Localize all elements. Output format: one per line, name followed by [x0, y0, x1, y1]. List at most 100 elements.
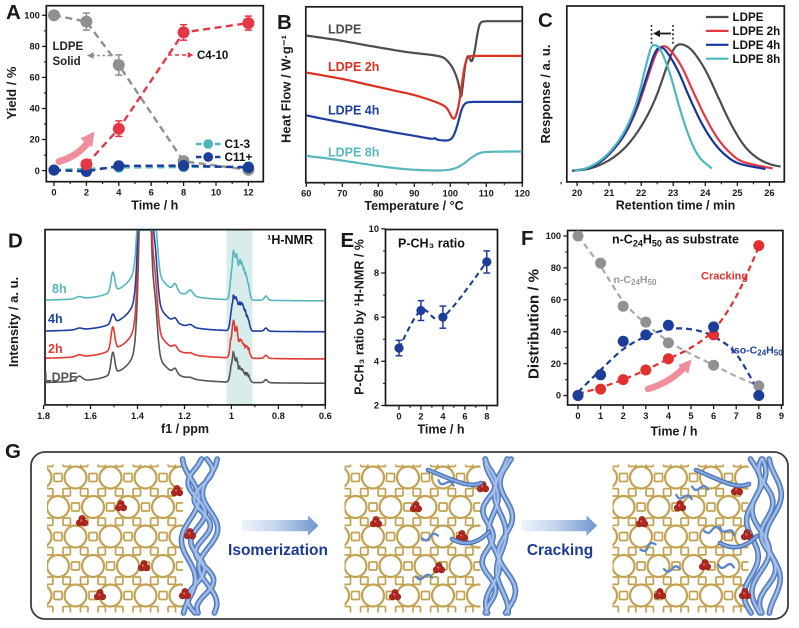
svg-text:G: G — [5, 440, 21, 463]
svg-text:120: 120 — [515, 189, 531, 199]
svg-text:B: B — [277, 11, 292, 34]
svg-text:Distribution / %: Distribution / % — [526, 269, 543, 379]
svg-text:0.8: 0.8 — [272, 411, 285, 421]
svg-text:Yield / %: Yield / % — [4, 66, 19, 119]
svg-text:6: 6 — [462, 412, 467, 422]
svg-text:Cracking: Cracking — [701, 271, 748, 283]
svg-text:4: 4 — [374, 357, 380, 367]
svg-text:Time / h: Time / h — [417, 423, 464, 437]
svg-text:A: A — [6, 1, 21, 24]
svg-text:0: 0 — [51, 188, 56, 198]
svg-text:LDPE 8h: LDPE 8h — [328, 146, 379, 160]
svg-text:D: D — [8, 230, 23, 253]
svg-text:12: 12 — [243, 188, 253, 198]
svg-text:n-C24H50: n-C24H50 — [614, 274, 657, 287]
svg-text:24: 24 — [700, 188, 711, 198]
svg-text:Time / h: Time / h — [131, 199, 178, 213]
svg-text:1: 1 — [229, 411, 234, 421]
svg-text:100: 100 — [546, 231, 562, 241]
svg-text:90: 90 — [409, 189, 419, 199]
svg-text:3: 3 — [643, 411, 648, 421]
svg-text:0: 0 — [556, 391, 561, 401]
svg-text:6: 6 — [149, 188, 154, 198]
svg-text:F: F — [521, 227, 534, 250]
svg-text:10: 10 — [369, 224, 379, 234]
svg-text:20: 20 — [551, 359, 561, 369]
svg-text:Time / h: Time / h — [650, 425, 697, 439]
svg-text:0.6: 0.6 — [319, 411, 332, 421]
svg-text:8: 8 — [484, 412, 489, 422]
svg-text:10: 10 — [211, 188, 221, 198]
svg-text:Heat Flow / W·g⁻¹: Heat Flow / W·g⁻¹ — [279, 35, 294, 143]
svg-text:80: 80 — [373, 189, 383, 199]
svg-text:Retention time / min: Retention time / min — [616, 199, 735, 213]
svg-text:P-CH₃ ratio by ¹H-NMR / %: P-CH₃ ratio by ¹H-NMR / % — [353, 239, 367, 395]
svg-text:26: 26 — [764, 188, 774, 198]
svg-text:Temperature / °C: Temperature / °C — [364, 199, 463, 213]
svg-text:1.2: 1.2 — [178, 411, 191, 421]
svg-text:6: 6 — [711, 411, 716, 421]
svg-text:Response / a. u.: Response / a. u. — [538, 45, 553, 144]
svg-text:5: 5 — [688, 411, 693, 421]
svg-text:Cracking: Cracking — [527, 542, 593, 559]
svg-text:8: 8 — [374, 268, 379, 278]
svg-text:2: 2 — [84, 188, 89, 198]
svg-text:Iso-C24H50: Iso-C24H50 — [731, 345, 783, 358]
svg-text:4: 4 — [666, 411, 672, 421]
svg-text:1.6: 1.6 — [84, 411, 97, 421]
svg-text:4h: 4h — [48, 312, 63, 326]
svg-text:n-C24H50 as substrate: n-C24H50 as substrate — [612, 233, 739, 249]
svg-text:1.4: 1.4 — [131, 411, 145, 421]
svg-text:LDPE 2h: LDPE 2h — [328, 60, 379, 74]
svg-text:C1-3: C1-3 — [225, 137, 251, 151]
svg-text:8h: 8h — [52, 282, 67, 296]
svg-text:1.8: 1.8 — [37, 411, 50, 421]
svg-text:25: 25 — [732, 188, 742, 198]
svg-text:40: 40 — [551, 327, 561, 337]
svg-text:LDPE 2h: LDPE 2h — [733, 25, 781, 38]
svg-text:C4-10: C4-10 — [197, 50, 228, 62]
svg-text:C: C — [538, 9, 553, 32]
svg-text:LDPE 8h: LDPE 8h — [733, 53, 781, 66]
svg-text:LDPE 4h: LDPE 4h — [328, 104, 379, 118]
svg-text:22: 22 — [636, 188, 646, 198]
svg-text:2: 2 — [418, 412, 423, 422]
svg-text:Isomerization: Isomerization — [228, 542, 328, 559]
svg-text:2h: 2h — [48, 342, 63, 356]
svg-text:21: 21 — [604, 188, 614, 198]
svg-text:P-CH₃ ratio: P-CH₃ ratio — [398, 237, 465, 251]
svg-text:60: 60 — [29, 73, 39, 83]
svg-text:4: 4 — [440, 412, 446, 422]
svg-text:LDPE: LDPE — [53, 41, 84, 53]
svg-text:70: 70 — [337, 189, 347, 199]
svg-text:20: 20 — [29, 135, 39, 145]
svg-text:6: 6 — [374, 312, 379, 322]
svg-text:60: 60 — [301, 189, 311, 199]
svg-text:8: 8 — [181, 188, 186, 198]
svg-text:LDPE: LDPE — [733, 11, 764, 24]
svg-text:100: 100 — [24, 11, 40, 21]
svg-text:E: E — [341, 229, 355, 252]
svg-text:LDPE: LDPE — [328, 23, 361, 37]
svg-text:23: 23 — [668, 188, 678, 198]
svg-text:60: 60 — [551, 295, 561, 305]
svg-text:0: 0 — [35, 166, 40, 176]
svg-text:110: 110 — [479, 189, 494, 199]
svg-text:0: 0 — [396, 412, 401, 422]
svg-text:0: 0 — [575, 411, 580, 421]
svg-text:¹H-NMR: ¹H-NMR — [267, 233, 313, 247]
svg-text:LDPE: LDPE — [44, 371, 77, 385]
svg-text:C11+: C11+ — [225, 150, 253, 164]
svg-text:1: 1 — [598, 411, 603, 421]
svg-text:80: 80 — [551, 263, 561, 273]
svg-text:Solid: Solid — [53, 56, 81, 68]
svg-text:100: 100 — [443, 189, 459, 199]
svg-text:40: 40 — [29, 104, 39, 114]
svg-text:7: 7 — [734, 411, 739, 421]
svg-text:80: 80 — [29, 42, 39, 52]
svg-text:2: 2 — [374, 401, 379, 411]
svg-text:2: 2 — [621, 411, 626, 421]
svg-text:9: 9 — [779, 411, 784, 421]
svg-text:4: 4 — [116, 188, 122, 198]
svg-text:20: 20 — [572, 188, 582, 198]
